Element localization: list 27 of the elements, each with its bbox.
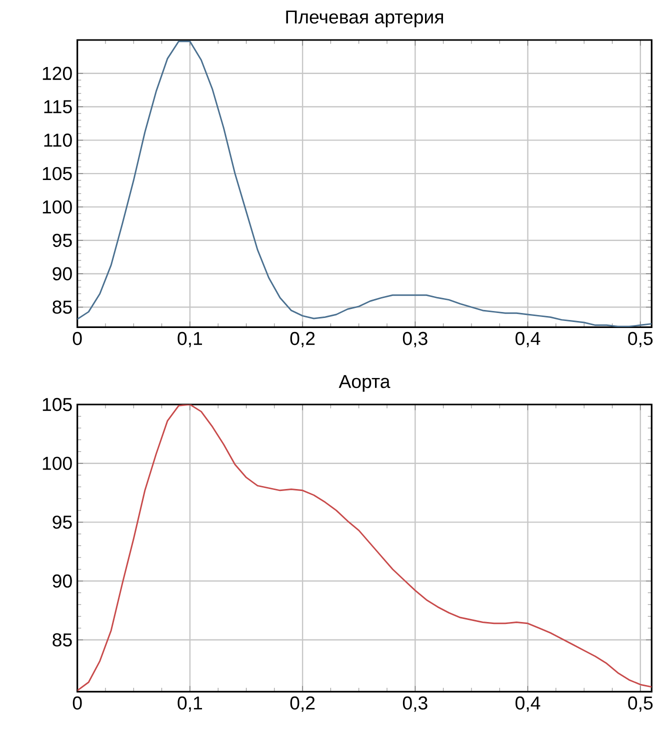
x-tick-label: 0,4 xyxy=(516,332,540,348)
x-tick-label: 0,1 xyxy=(178,696,202,712)
y-tick-label: 110 xyxy=(44,134,72,147)
y-tick-label: 85 xyxy=(52,633,72,646)
y-tick-label: 100 xyxy=(42,200,72,214)
x-tick-label: 0,2 xyxy=(290,332,315,348)
chart-title: Плечевая артерия xyxy=(286,10,443,28)
x-tick-label: 0,2 xyxy=(290,696,315,712)
y-tick-label: 90 xyxy=(52,267,72,280)
y-tick-label: 85 xyxy=(52,300,72,314)
y-tick-label: 95 xyxy=(52,234,72,247)
y-tick-label: 100 xyxy=(42,456,72,470)
chart-title: Аорта xyxy=(338,375,390,392)
y-tick-label: 105 xyxy=(42,398,72,412)
x-tick-label: 0,5 xyxy=(628,332,653,348)
x-tick-label: 0 xyxy=(72,332,82,346)
x-tick-label: 0,1 xyxy=(178,332,202,348)
y-tick-label: 105 xyxy=(42,166,72,180)
y-tick-label: 95 xyxy=(52,516,72,529)
y-tick-label: 90 xyxy=(52,574,72,588)
y-tick-label: 120 xyxy=(42,66,72,80)
x-tick-label: 0,4 xyxy=(516,696,540,712)
x-tick-label: 0,3 xyxy=(402,332,428,348)
x-tick-label: 0 xyxy=(72,696,82,710)
x-tick-label: 0,5 xyxy=(628,696,653,712)
x-tick-label: 0,3 xyxy=(402,696,428,712)
y-tick-label: 115 xyxy=(44,100,72,114)
